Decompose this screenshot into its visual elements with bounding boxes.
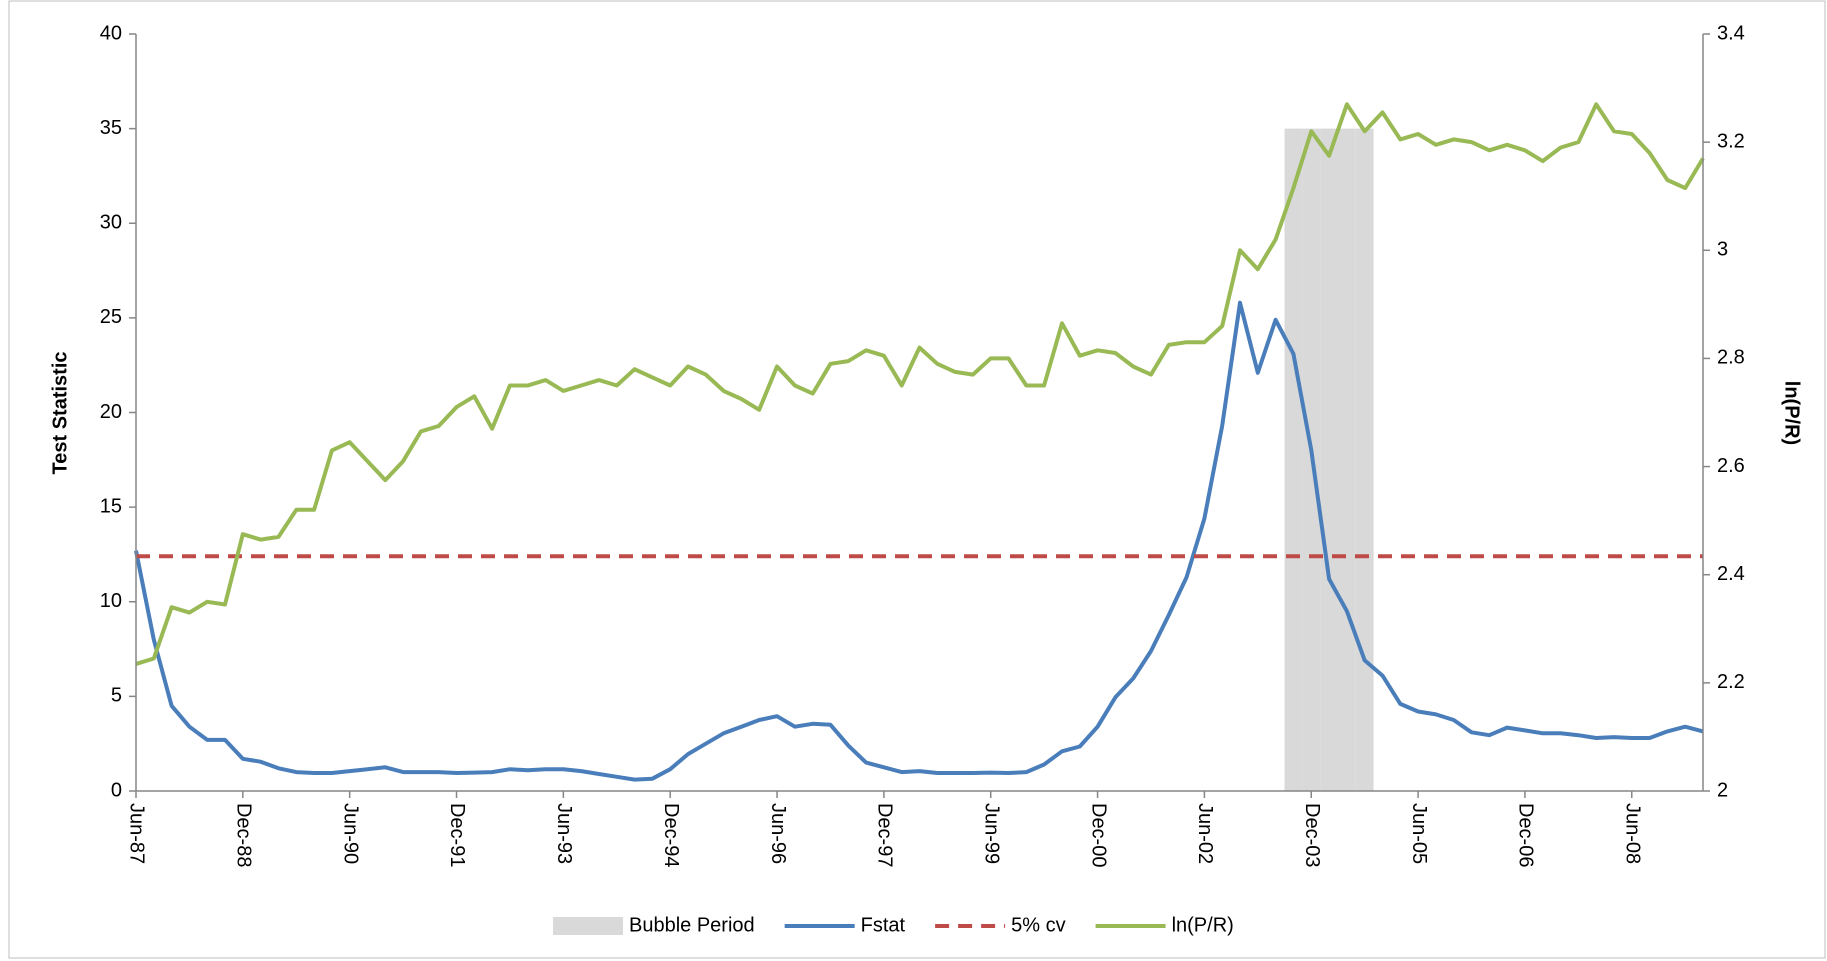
legend-label: Fstat [861, 914, 906, 936]
y-tick-label: 0 [111, 779, 122, 801]
y-tick-label: 30 [100, 212, 122, 234]
y2-tick-label: 3.4 [1717, 22, 1745, 44]
legend-label: 5% cv [1011, 914, 1065, 936]
y2-tick-label: 2.2 [1717, 671, 1745, 693]
y2-tick-label: 2.6 [1717, 455, 1745, 477]
y-tick-label: 35 [100, 117, 122, 139]
legend-label: ln(P/R) [1172, 914, 1234, 936]
series-line [134, 300, 1704, 782]
bubble-bar [1284, 128, 1303, 791]
legend-swatch [553, 917, 623, 935]
y-tick-label: 25 [100, 306, 122, 328]
legend-label: Bubble Period [629, 914, 755, 936]
y2-tick-label: 2 [1717, 779, 1728, 801]
y-tick-label: 5 [111, 685, 122, 707]
y2-tick-label: 3.2 [1717, 130, 1745, 152]
series-line [135, 102, 1705, 666]
y2-axis-title: ln(P/R) [1781, 381, 1803, 445]
x-tick-label: Jun-90 [339, 803, 361, 864]
x-tick-label: Jun-05 [1408, 803, 1430, 864]
x-tick-label: Dec-88 [233, 803, 255, 867]
y-tick-label: 10 [100, 590, 122, 612]
x-tick-label: Jun-99 [980, 803, 1002, 864]
y-tick-label: 40 [100, 22, 122, 44]
y2-tick-label: 2.8 [1717, 347, 1745, 369]
chart-frame [8, 0, 1826, 959]
bubble-bar [1355, 128, 1374, 791]
y-tick-label: 15 [100, 495, 122, 517]
x-tick-label: Jun-08 [1621, 803, 1643, 864]
x-tick-label: Jun-87 [126, 803, 148, 864]
x-tick-label: Dec-97 [874, 803, 896, 867]
x-tick-label: Dec-94 [660, 803, 682, 867]
x-tick-label: Dec-91 [446, 803, 468, 867]
bubble-bar [1337, 128, 1356, 791]
x-tick-label: Dec-00 [1087, 803, 1109, 867]
bubble-bar [1320, 128, 1338, 791]
y-tick-label: 20 [100, 401, 122, 423]
x-tick-label: Jun-93 [553, 803, 575, 864]
y2-tick-label: 3 [1717, 239, 1728, 261]
x-tick-label: Jun-96 [767, 803, 789, 864]
x-tick-label: Dec-03 [1301, 803, 1323, 867]
y-axis-title: Test Statistic [49, 352, 71, 475]
x-tick-label: Dec-06 [1515, 803, 1537, 867]
y2-tick-label: 2.4 [1717, 563, 1745, 585]
x-tick-label: Jun-02 [1194, 803, 1216, 864]
